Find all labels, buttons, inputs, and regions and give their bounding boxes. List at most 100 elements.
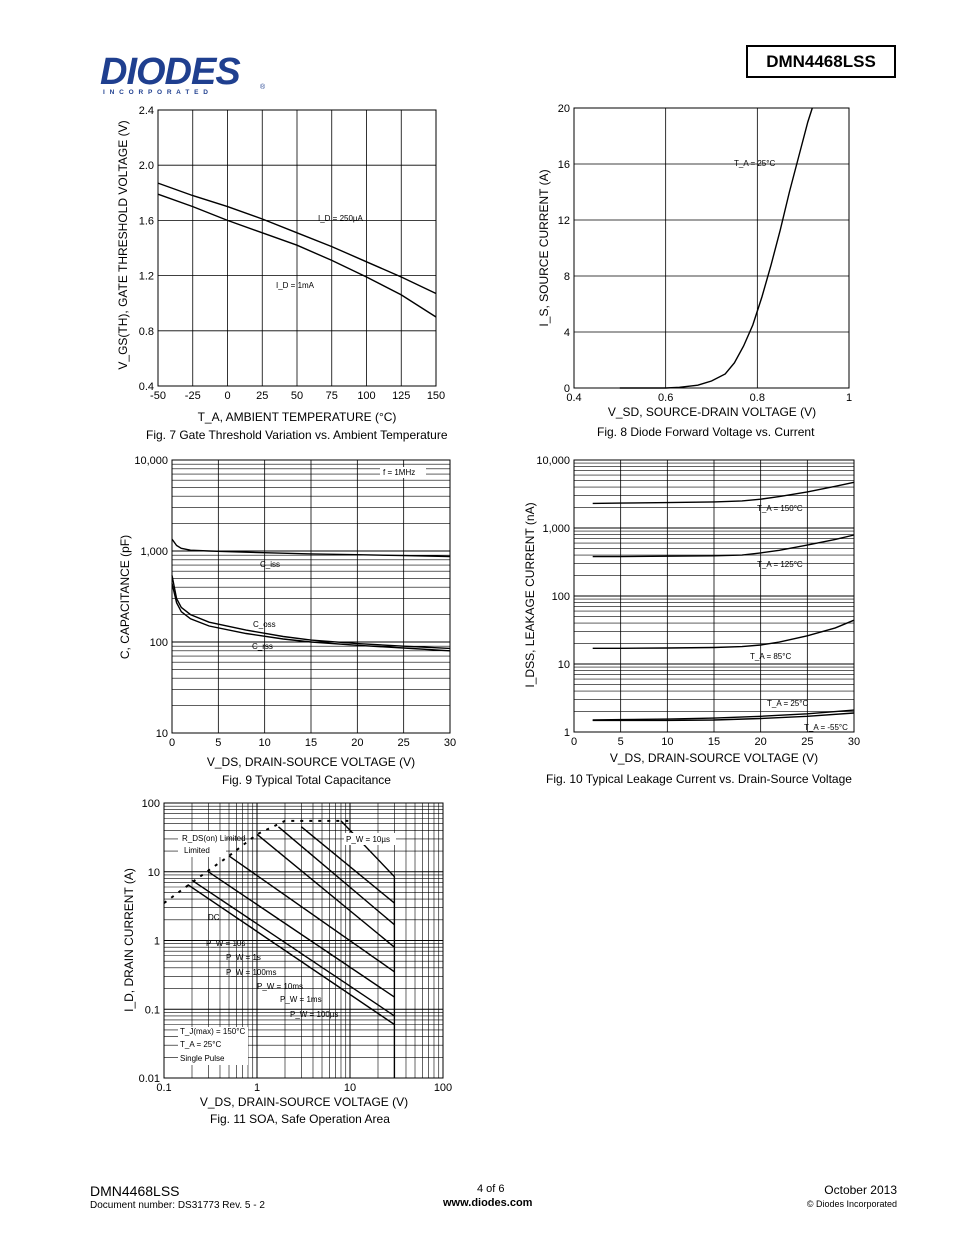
fig9-series-c-rss bbox=[171, 583, 451, 652]
fig8-ytick-label: 20 bbox=[558, 103, 570, 115]
fig10-ytick-label: 10,000 bbox=[536, 455, 570, 467]
fig7-ytick-label: 0.4 bbox=[139, 381, 154, 393]
fig10-ytick-label: 1,000 bbox=[542, 523, 570, 535]
fig11-xtick-label: 10 bbox=[344, 1082, 356, 1094]
fig9-ytick-label: 1,000 bbox=[140, 546, 168, 558]
fig10-xtick-label: 25 bbox=[801, 736, 813, 748]
fig11-ytick-label: 0.01 bbox=[139, 1073, 160, 1085]
fig9-annotation-coss: C_oss bbox=[253, 620, 276, 629]
fig7-ytick-label: 0.8 bbox=[139, 326, 154, 338]
fig8-annotation-25c: T_A = 25°C bbox=[734, 159, 775, 168]
fig10-series-t-a-25-c bbox=[592, 709, 855, 721]
footer-website-link[interactable]: www.diodes.com bbox=[443, 1197, 533, 1209]
fig8-xlabel: V_SD, SOURCE-DRAIN VOLTAGE (V) bbox=[608, 405, 816, 419]
fig11-annotation-10s: P_W = 10s bbox=[206, 939, 245, 948]
fig9-ytick-label: 10 bbox=[156, 728, 168, 740]
fig10-xtick-label: 30 bbox=[848, 736, 860, 748]
fig8-chart: 0.4 0.6 0.8 1 0 4 8 12 16 20 T_A = 25°C V_SD, SOU… bbox=[537, 103, 852, 419]
fig11-annotation-10ms: P_W = 10ms bbox=[257, 982, 303, 991]
fig11-xtick-label: 0.1 bbox=[156, 1082, 171, 1094]
fig11-ylabel: I_D, DRAIN CURRENT (A) bbox=[122, 868, 136, 1012]
fig7-caption: Fig. 7 Gate Threshold Variation vs. Ambi… bbox=[146, 428, 448, 442]
fig8-plot-frame bbox=[573, 107, 850, 389]
fig10-series-t-a-85-c bbox=[592, 619, 855, 650]
fig9-xtick-label: 15 bbox=[305, 737, 317, 749]
fig9-annotation-crss: C_rss bbox=[252, 642, 273, 651]
fig8-ytick-label: 16 bbox=[558, 159, 570, 171]
fig10-series-t-a-125-c bbox=[592, 534, 855, 558]
fig7-xtick-label: -50 bbox=[150, 390, 166, 402]
fig10-series-t-a-55-c bbox=[592, 712, 855, 722]
fig9-series-c-oss bbox=[171, 575, 451, 650]
fig10-xtick-label: 10 bbox=[661, 736, 673, 748]
fig7-ytick-label: 2.0 bbox=[139, 160, 154, 172]
fig11-annotation-10us: P_W = 10µs bbox=[346, 835, 390, 844]
fig11-xlabel: V_DS, DRAIN-SOURCE VOLTAGE (V) bbox=[200, 1095, 408, 1109]
fig7-xtick-label: -25 bbox=[185, 390, 201, 402]
fig8-ytick-label: 0 bbox=[564, 383, 570, 395]
fig8-xtick-label: 0.8 bbox=[750, 392, 765, 404]
fig11-series-p-w-1s bbox=[208, 871, 395, 998]
fig11-rds-label-bg bbox=[178, 831, 226, 857]
fig9-xtick-label: 20 bbox=[351, 737, 363, 749]
fig9-legend-bg bbox=[380, 467, 426, 478]
diodes-logo: DIODES I N C O R P O R A T E D ® bbox=[100, 51, 270, 101]
fig11-annotation-100us: P_W = 100µs bbox=[290, 1010, 338, 1019]
fig9-xtick-label: 10 bbox=[259, 737, 271, 749]
fig7-xtick-label: 0 bbox=[224, 390, 230, 402]
fig10-ytick-label: 10 bbox=[558, 659, 570, 671]
fig11-annotation-ta: T_A = 25°C bbox=[180, 1040, 221, 1049]
fig7-xtick-label: 125 bbox=[392, 390, 410, 402]
fig7-ytick-label: 1.6 bbox=[139, 215, 154, 227]
fig8-xtick-label: 0.6 bbox=[658, 392, 673, 404]
fig11-series-p-w-10s bbox=[191, 879, 395, 1017]
fig7-xlabel: T_A, AMBIENT TEMPERATURE (°C) bbox=[198, 410, 397, 424]
fig11-annotation-100ms: P_W = 100ms bbox=[226, 968, 276, 977]
fig11-ytick-label: 10 bbox=[148, 867, 160, 879]
fig10-caption: Fig. 10 Typical Leakage Current vs. Drai… bbox=[546, 772, 852, 786]
fig10-xtick-label: 5 bbox=[618, 736, 624, 748]
fig11-conditions-bg bbox=[178, 1027, 248, 1065]
fig11-series-p-w-10-s bbox=[340, 820, 396, 1078]
fig7-annotation-1ma: I_D = 1mA bbox=[276, 281, 315, 290]
fig10-chart: 0 5 10 15 20 25 30 1 10 100 1,000 10,000 T_A = 150°… bbox=[523, 455, 860, 765]
fig8-caption: Fig. 8 Diode Forward Voltage vs. Current bbox=[597, 425, 815, 439]
fig9-ytick-label: 100 bbox=[150, 637, 168, 649]
fig10-annotation-125c: T_A = 125°C bbox=[757, 560, 803, 569]
fig7-series-i-d-1ma bbox=[157, 193, 437, 318]
fig11-annotation-dc: DC bbox=[208, 913, 220, 922]
fig7-xtick-label: 50 bbox=[291, 390, 303, 402]
fig8-ylabel: I_S, SOURCE CURRENT (A) bbox=[537, 169, 551, 326]
diodes-logo-graphic: DIODES I N C O R P O R A T E D ® bbox=[100, 51, 266, 96]
fig10-annotation-25c: T_A = 25°C bbox=[767, 699, 808, 708]
fig9-xtick-label: 5 bbox=[215, 737, 221, 749]
footer-date: October 2013 bbox=[824, 1183, 897, 1197]
fig11-series-p-w-1ms bbox=[277, 826, 395, 926]
fig7-xtick-label: 25 bbox=[256, 390, 268, 402]
fig9-legend: f = 1MHz bbox=[383, 468, 415, 477]
footer-copyright: © Diodes Incorporated bbox=[806, 1199, 897, 1209]
fig7-xtick-label: 75 bbox=[326, 390, 338, 402]
fig10-annotation-150c: T_A = 150°C bbox=[757, 504, 803, 513]
fig11-annotation-1ms: P_W = 1ms bbox=[280, 995, 322, 1004]
fig8-ytick-label: 12 bbox=[558, 215, 570, 227]
logo-text: DIODES bbox=[100, 52, 240, 93]
fig10-ylabel: I_DSS, LEAKAGE CURRENT (nA) bbox=[523, 502, 537, 687]
logo-subtext: I N C O R P O R A T E D bbox=[103, 89, 210, 96]
footer-part-number: DMN4468LSS bbox=[90, 1183, 180, 1199]
fig11-annotation-single-pulse: Single Pulse bbox=[180, 1054, 225, 1063]
fig7-ylabel: V_GS(TH), GATE THRESHOLD VOLTAGE (V) bbox=[116, 120, 130, 369]
fig10-xlabel: V_DS, DRAIN-SOURCE VOLTAGE (V) bbox=[610, 751, 818, 765]
fig8-xtick-label: 1 bbox=[846, 392, 852, 404]
fig10-xtick-label: 15 bbox=[708, 736, 720, 748]
fig11-xtick-label: 1 bbox=[254, 1082, 260, 1094]
fig11-series-p-w-100-s bbox=[300, 826, 395, 904]
fig7-annotation-250ua: I_D = 250µA bbox=[318, 214, 364, 223]
fig8-ytick-label: 4 bbox=[564, 327, 570, 339]
fig9-xtick-label: 25 bbox=[398, 737, 410, 749]
fig10-series-t-a-150-c bbox=[592, 481, 855, 505]
fig8-xtick-label: 0.4 bbox=[566, 392, 581, 404]
fig7-chart: -50 -25 0 25 50 75 100 125 150 0.4 0.8 1.2 1.6 2.0 2.4… bbox=[116, 105, 445, 424]
fig10-annotation-85c: T_A = 85°C bbox=[750, 652, 791, 661]
fig11-caption: Fig. 11 SOA, Safe Operation Area bbox=[210, 1112, 390, 1126]
